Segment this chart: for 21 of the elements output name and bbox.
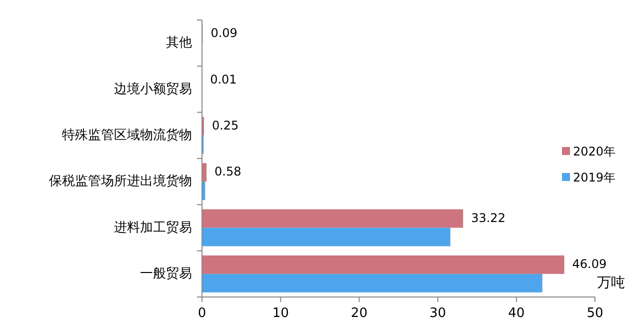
x-tick-label: 0 [198, 306, 206, 321]
data-label: 33.22 [471, 210, 506, 225]
data-label: 0.09 [210, 26, 238, 40]
data-label: 0.01 [210, 72, 237, 86]
y-tick-label: 边境小额贸易 [114, 80, 192, 97]
data-label: 0.58 [214, 164, 242, 179]
data-label: 46.09 [572, 256, 607, 271]
y-tick-label: 保税监管场所进出境货物 [49, 173, 192, 190]
legend-label: 2020年 [573, 144, 616, 158]
y-tick-label: 特殊监管区域物流货物 [62, 126, 192, 143]
legend-label: 2019年 [573, 170, 616, 184]
x-tick-label: 50 [586, 306, 604, 321]
y-tick-label: 其他 [166, 36, 192, 51]
x-tick-label: 20 [350, 306, 368, 321]
x-tick-label: 40 [508, 306, 525, 321]
x-tick-label: 10 [272, 306, 289, 321]
x-axis-title: 万吨 [597, 275, 625, 291]
y-tick-label: 进料加工贸易 [114, 220, 192, 236]
y-tick-label: 一般贸易 [140, 266, 192, 282]
x-tick-label: 30 [430, 306, 446, 321]
data-label: 0.25 [212, 118, 239, 132]
